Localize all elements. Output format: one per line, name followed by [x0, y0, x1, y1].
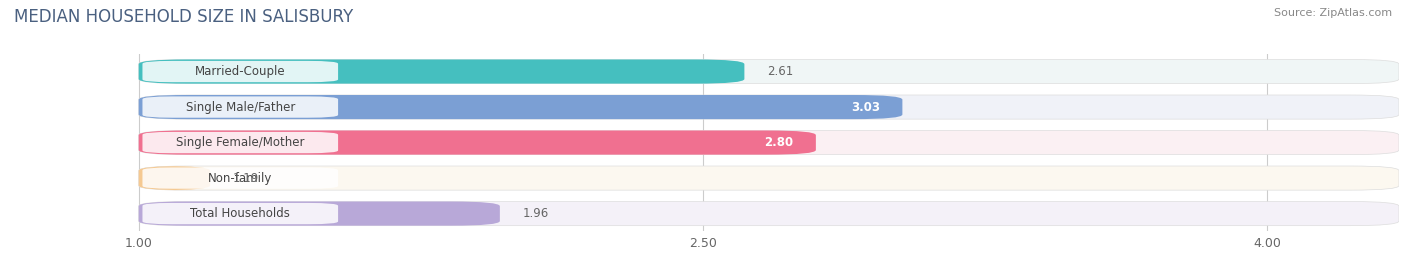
Text: Total Households: Total Households — [190, 207, 290, 220]
FancyBboxPatch shape — [139, 59, 744, 84]
Text: MEDIAN HOUSEHOLD SIZE IN SALISBURY: MEDIAN HOUSEHOLD SIZE IN SALISBURY — [14, 8, 353, 26]
Text: 2.80: 2.80 — [765, 136, 793, 149]
FancyBboxPatch shape — [139, 95, 903, 119]
FancyBboxPatch shape — [139, 59, 1399, 84]
FancyBboxPatch shape — [139, 166, 209, 190]
Text: Single Male/Father: Single Male/Father — [186, 101, 295, 114]
FancyBboxPatch shape — [139, 201, 501, 226]
Text: 3.03: 3.03 — [851, 101, 880, 114]
FancyBboxPatch shape — [139, 130, 1399, 155]
FancyBboxPatch shape — [139, 130, 815, 155]
Text: 1.96: 1.96 — [523, 207, 548, 220]
FancyBboxPatch shape — [142, 167, 337, 189]
FancyBboxPatch shape — [142, 203, 337, 224]
FancyBboxPatch shape — [139, 201, 1399, 226]
FancyBboxPatch shape — [142, 132, 337, 153]
FancyBboxPatch shape — [142, 61, 337, 82]
FancyBboxPatch shape — [142, 96, 337, 118]
FancyBboxPatch shape — [139, 166, 1399, 190]
Text: 2.61: 2.61 — [766, 65, 793, 78]
Text: Married-Couple: Married-Couple — [195, 65, 285, 78]
Text: 1.19: 1.19 — [233, 172, 259, 185]
Text: Non-family: Non-family — [208, 172, 273, 185]
Text: Source: ZipAtlas.com: Source: ZipAtlas.com — [1274, 8, 1392, 18]
Text: Single Female/Mother: Single Female/Mother — [176, 136, 305, 149]
FancyBboxPatch shape — [139, 95, 1399, 119]
